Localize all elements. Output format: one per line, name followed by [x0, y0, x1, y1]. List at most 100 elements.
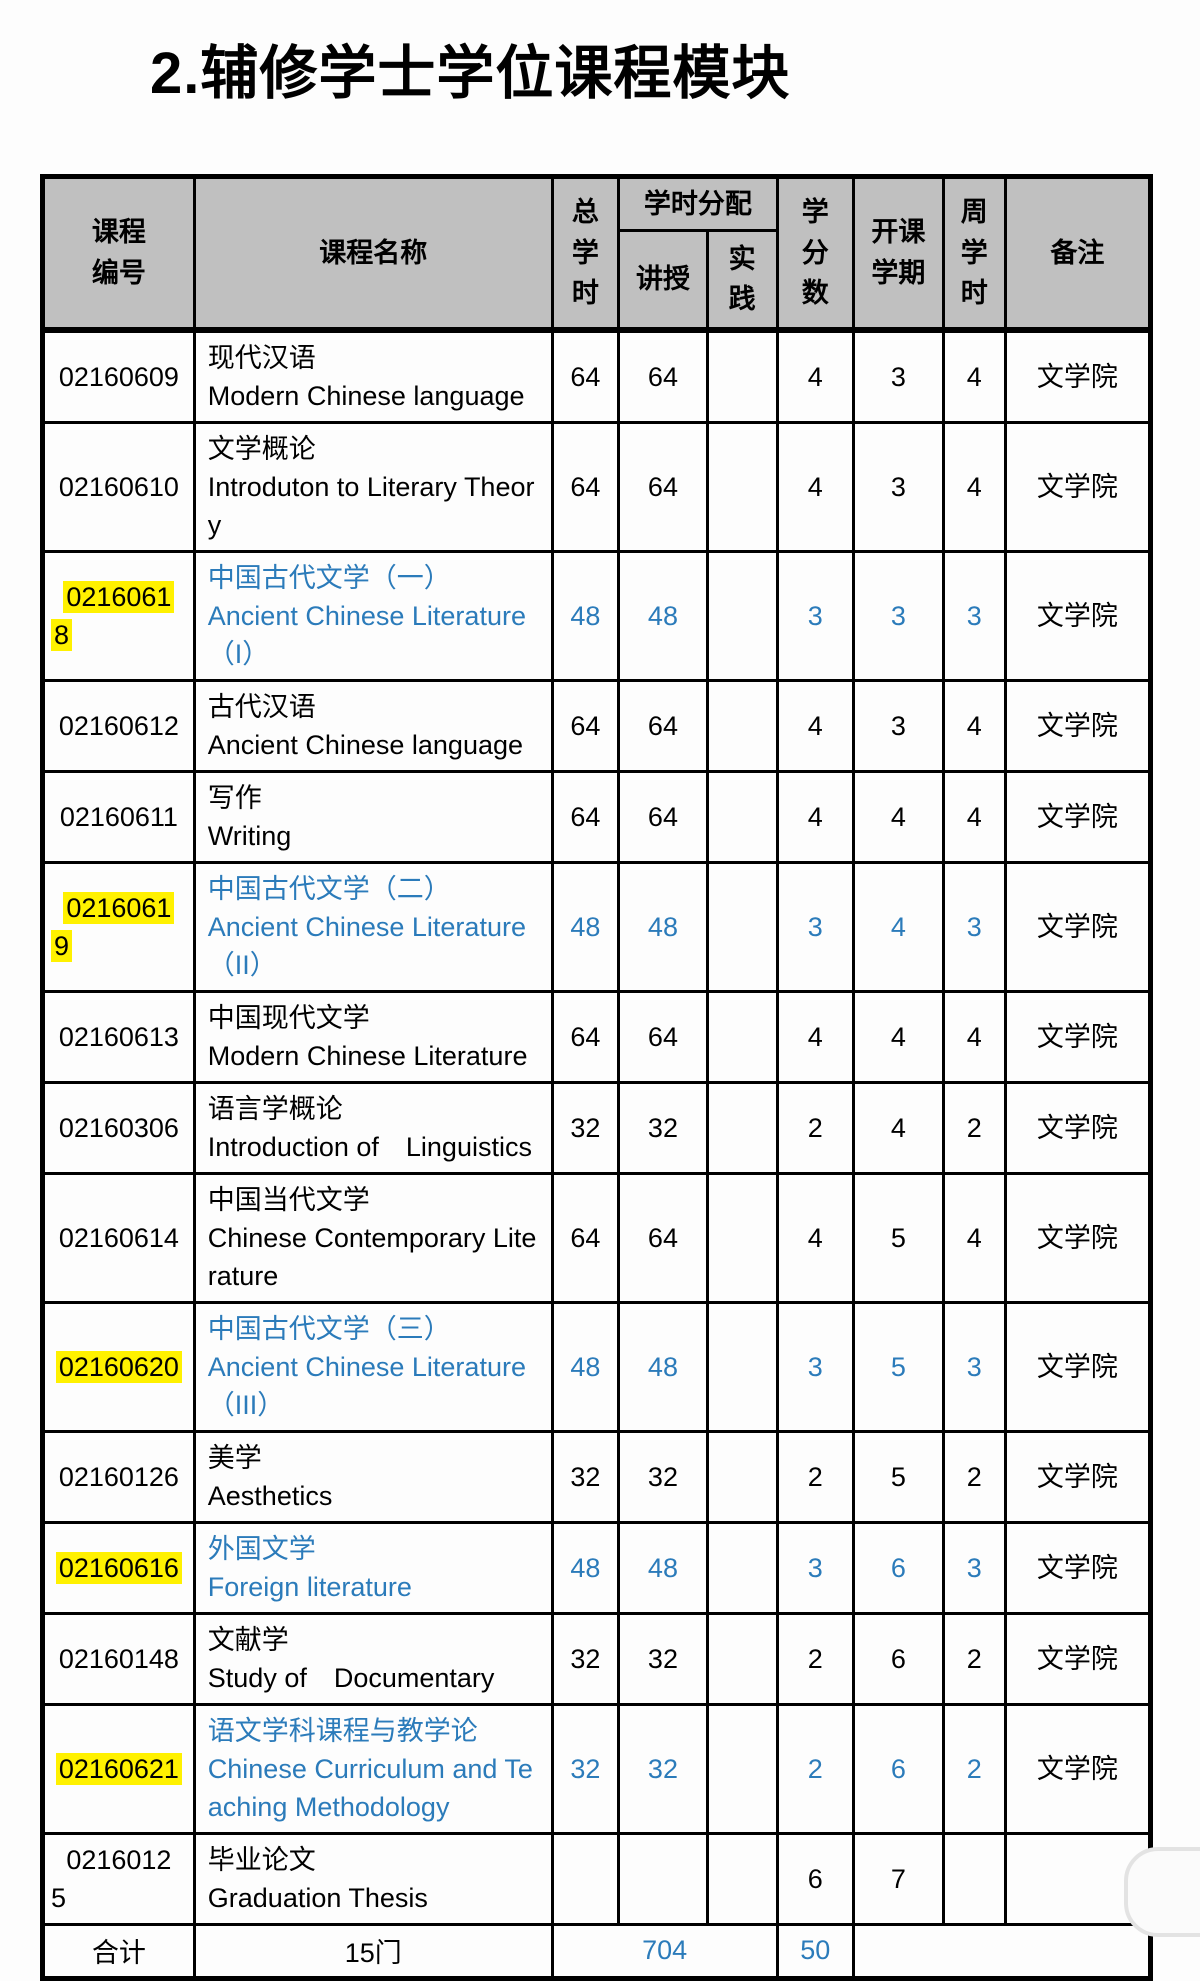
header-practice: 实 践 — [705, 229, 779, 333]
semester-cell: 4 — [852, 769, 945, 864]
header-lecture: 讲授 — [617, 229, 709, 333]
table-row: 02160609 现代汉语 Modern Chinese language 64 64 4… — [41, 328, 1153, 424]
practice-hours-cell — [705, 549, 779, 682]
table-row: 02160620 中国古代文学（三） Ancient Chinese Literat… — [41, 1300, 1153, 1433]
practice-hours-cell — [705, 1831, 779, 1926]
weekly-hours-cell: 4 — [941, 769, 1007, 864]
practice-hours-cell — [705, 989, 779, 1084]
note-cell: 文学院 — [1003, 860, 1153, 993]
total-hours-cell: 48 — [550, 1520, 621, 1615]
lecture-hours-cell: 64 — [617, 989, 709, 1084]
weekly-hours-cell: 4 — [941, 989, 1007, 1084]
semester-cell: 3 — [852, 549, 945, 682]
summary-total-hours-cell: 704 — [550, 1922, 779, 1980]
total-hours-cell: 48 — [550, 1300, 621, 1433]
header-note: 备注 — [1003, 175, 1153, 331]
semester-cell: 6 — [852, 1702, 945, 1835]
course-code-cell: 0216012 5 — [41, 1831, 196, 1926]
header-hours-allocation: 学时分配 — [617, 175, 779, 232]
course-code-cell: 02160620 — [41, 1300, 196, 1433]
total-hours-cell — [550, 1831, 621, 1926]
weekly-hours-cell: 4 — [941, 1171, 1007, 1304]
credits-cell: 3 — [775, 1300, 856, 1433]
practice-hours-cell — [705, 1429, 779, 1524]
weekly-hours-cell: 3 — [941, 1300, 1007, 1433]
lecture-hours-cell: 48 — [617, 549, 709, 682]
credits-cell: 4 — [775, 420, 856, 553]
page-title: 2.辅修学士学位课程模块 — [150, 41, 791, 106]
course-code-cell: 02160612 — [41, 678, 196, 773]
summary-empty-cell — [852, 1922, 1152, 1980]
course-code-cell: 02160148 — [41, 1611, 196, 1706]
course-name-cell: 古代汉语 Ancient Chinese language — [192, 678, 554, 773]
table-row: 0216061 9 中国古代文学（二） Ancient Chinese Literat… — [41, 860, 1153, 993]
course-name-cell: 现代汉语 Modern Chinese language — [192, 328, 554, 424]
total-hours-cell: 48 — [550, 549, 621, 682]
course-code-cell: 02160126 — [41, 1429, 196, 1524]
lecture-hours-cell — [617, 1831, 709, 1926]
course-name-cell: 外国文学 Foreign literature — [192, 1520, 554, 1615]
semester-cell: 4 — [852, 860, 945, 993]
header-weekly-hours: 周 学 时 — [941, 175, 1007, 331]
credits-cell: 3 — [775, 1520, 856, 1615]
table-row: 02160148 文献学 Study of Documentary 32 32 2 6 2 文学… — [41, 1611, 1153, 1706]
weekly-hours-cell: 3 — [941, 549, 1007, 682]
note-cell: 文学院 — [1003, 989, 1153, 1084]
note-cell: 文学院 — [1003, 1702, 1153, 1835]
course-code-cell: 0216061 8 — [41, 549, 196, 682]
practice-hours-cell — [705, 328, 779, 424]
credits-cell: 4 — [775, 678, 856, 773]
weekly-hours-cell: 2 — [941, 1429, 1007, 1524]
table-row: 0216012 5 毕业论文 Graduation Thesis 6 7 — [41, 1831, 1153, 1926]
weekly-hours-cell: 3 — [941, 1520, 1007, 1615]
credits-cell: 2 — [775, 1429, 856, 1524]
lecture-hours-cell: 48 — [617, 860, 709, 993]
credits-cell: 6 — [775, 1831, 856, 1926]
table-row: 02160611 写作 Writing 64 64 4 4 4 文学院 — [41, 769, 1153, 864]
course-code-cell: 02160609 — [41, 328, 196, 424]
weekly-hours-cell: 3 — [941, 860, 1007, 993]
weekly-hours-cell: 2 — [941, 1611, 1007, 1706]
semester-cell: 6 — [852, 1611, 945, 1706]
note-cell: 文学院 — [1003, 1611, 1153, 1706]
total-hours-cell: 64 — [550, 678, 621, 773]
practice-hours-cell — [705, 1300, 779, 1433]
summary-label-cell: 合计 — [41, 1922, 196, 1980]
lecture-hours-cell: 64 — [617, 1171, 709, 1304]
header-semester: 开课 学期 — [852, 175, 945, 331]
course-code-cell: 02160616 — [41, 1520, 196, 1615]
note-cell: 文学院 — [1003, 1429, 1153, 1524]
note-cell: 文学院 — [1003, 1080, 1153, 1175]
course-name-cell: 中国古代文学（一） Ancient Chinese Literature （I） — [192, 549, 554, 682]
total-hours-cell: 32 — [550, 1702, 621, 1835]
weekly-hours-cell: 4 — [941, 420, 1007, 553]
total-hours-cell: 32 — [550, 1080, 621, 1175]
semester-cell: 3 — [852, 420, 945, 553]
course-name-cell: 写作 Writing — [192, 769, 554, 864]
total-hours-cell: 32 — [550, 1429, 621, 1524]
course-module-table: 课程 编号 课程名称 总 学 时 学时分配 学 分 数 开课 学期 周 学 时 … — [40, 174, 1153, 1981]
practice-hours-cell — [705, 1702, 779, 1835]
practice-hours-cell — [705, 1171, 779, 1304]
table-header: 课程 编号 课程名称 总 学 时 学时分配 学 分 数 开课 学期 周 学 时 … — [41, 175, 1153, 333]
semester-cell: 5 — [852, 1429, 945, 1524]
total-hours-cell: 32 — [550, 1611, 621, 1706]
credits-cell: 4 — [775, 328, 856, 424]
note-cell: 文学院 — [1003, 549, 1153, 682]
course-name-cell: 美学 Aesthetics — [192, 1429, 554, 1524]
credits-cell: 2 — [775, 1080, 856, 1175]
course-name-cell: 中国古代文学（三） Ancient Chinese Literature（III） — [192, 1300, 554, 1433]
header-total-hours: 总 学 时 — [550, 175, 621, 331]
lecture-hours-cell: 64 — [617, 678, 709, 773]
total-hours-cell: 48 — [550, 860, 621, 993]
page-corner-artifact — [1124, 1847, 1200, 1937]
lecture-hours-cell: 48 — [617, 1300, 709, 1433]
lecture-hours-cell: 32 — [617, 1702, 709, 1835]
semester-cell: 5 — [852, 1300, 945, 1433]
lecture-hours-cell: 64 — [617, 328, 709, 424]
weekly-hours-cell: 4 — [941, 328, 1007, 424]
course-name-cell: 毕业论文 Graduation Thesis — [192, 1831, 554, 1926]
weekly-hours-cell: 2 — [941, 1080, 1007, 1175]
credits-cell: 2 — [775, 1611, 856, 1706]
course-table-body: 02160609 现代汉语 Modern Chinese language 64 64 4… — [41, 328, 1153, 1926]
